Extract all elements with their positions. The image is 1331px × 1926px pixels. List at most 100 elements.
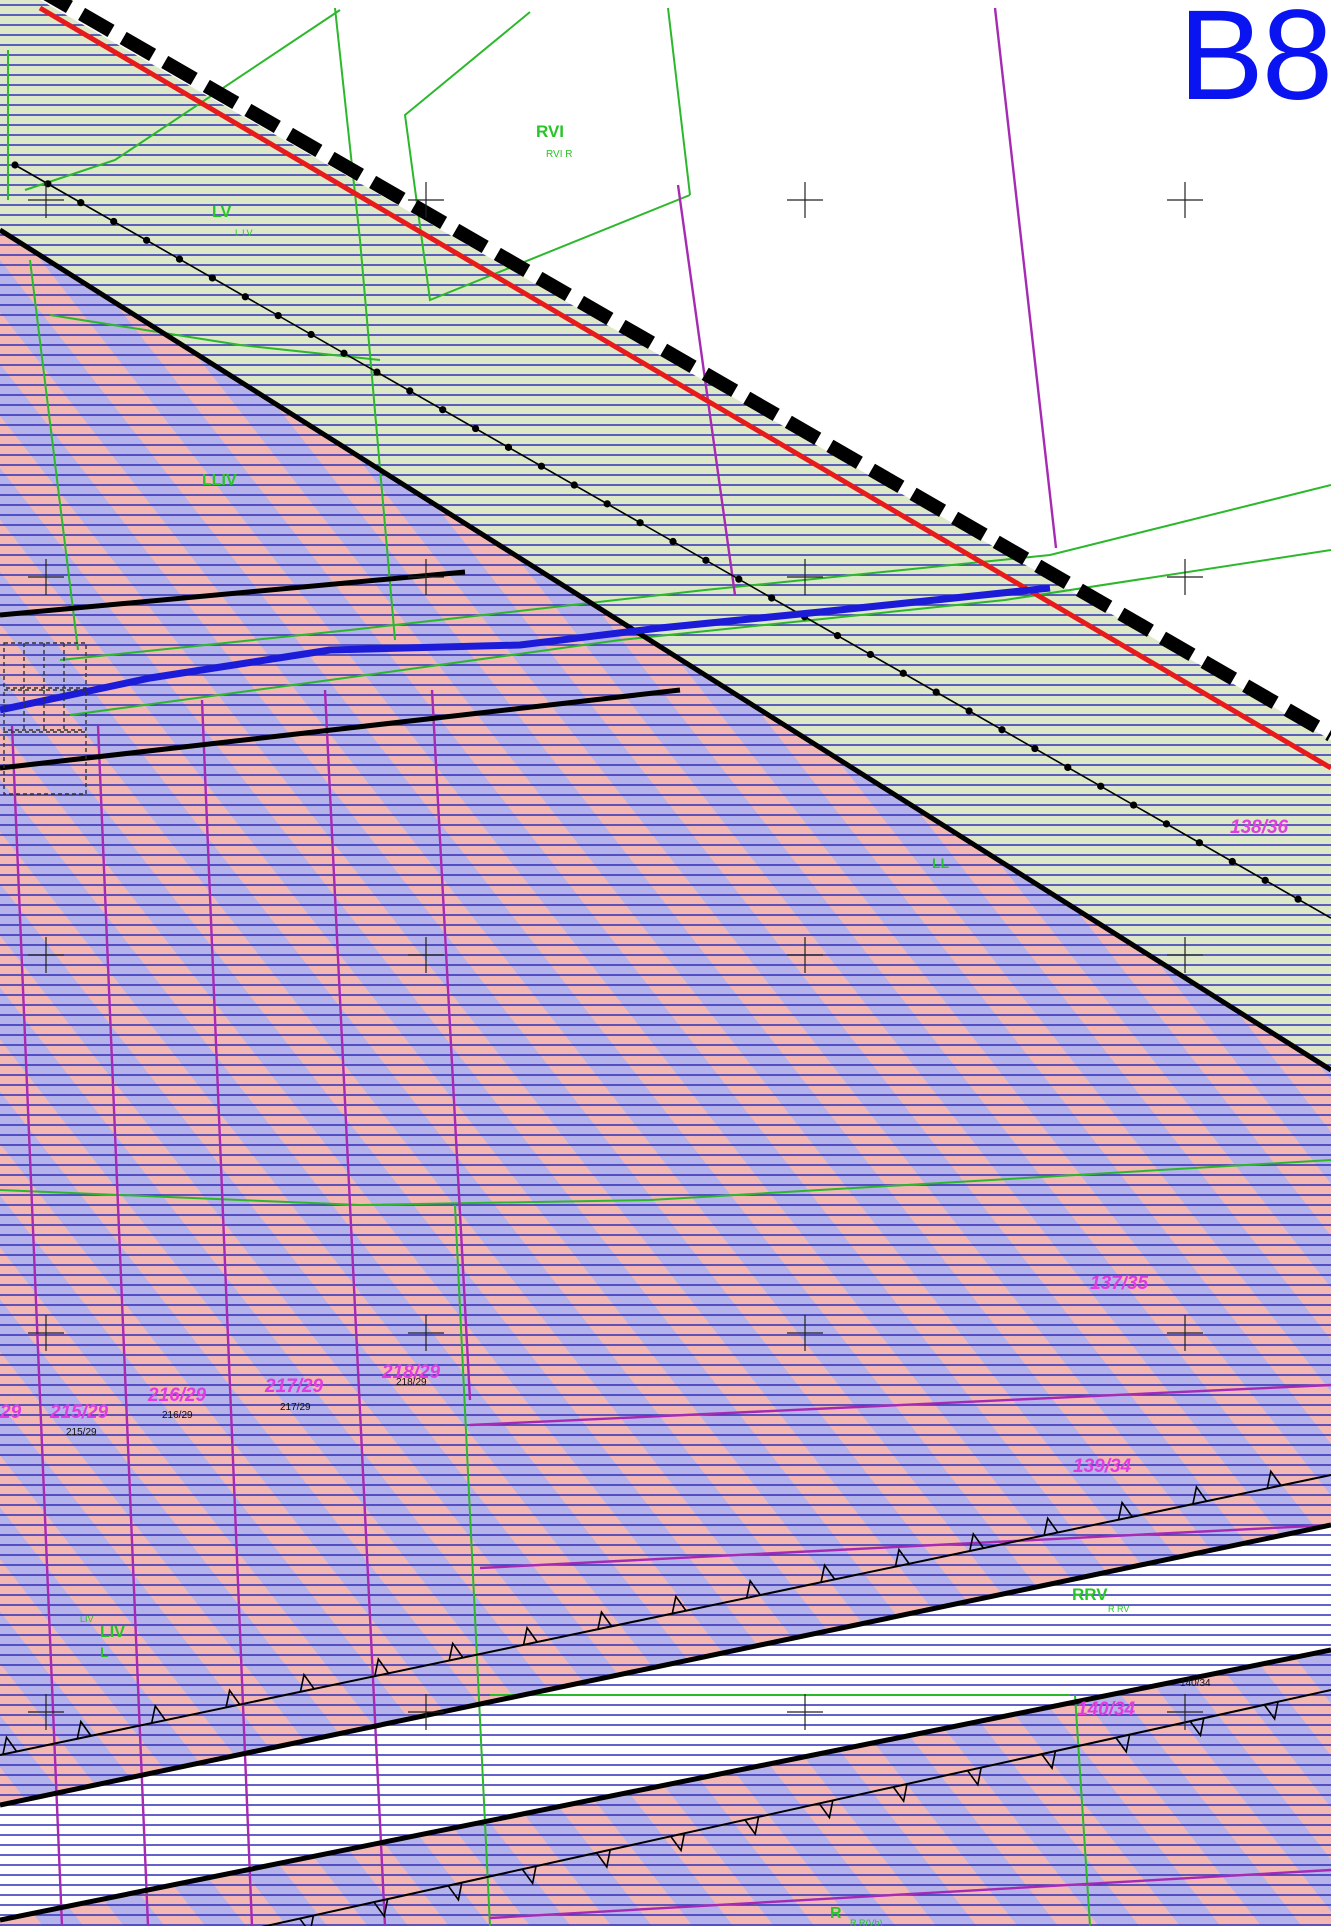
embankment-tick — [76, 1719, 92, 1739]
parcel-label-216-29: 216/29 — [147, 1385, 207, 1406]
embankment-tick — [1117, 1500, 1133, 1520]
line-dot — [110, 217, 118, 226]
soil-label-lv-small: L LV — [235, 228, 253, 238]
embankment-tick — [966, 1767, 982, 1787]
line-dot — [472, 424, 480, 433]
line-dot — [1162, 820, 1171, 828]
embankment-lines — [0, 1474, 1331, 1926]
embankment-tick — [595, 1849, 611, 1869]
embankment-tick — [1263, 1701, 1279, 1721]
soil-label-lliv: LLIV — [202, 472, 237, 489]
embankment-tick — [597, 1610, 613, 1630]
embankment-tick — [225, 1688, 241, 1708]
line-dot — [636, 519, 644, 527]
embankment-tick — [894, 1547, 910, 1567]
sheet-label: B8 — [1178, 0, 1331, 127]
embankment-tick — [299, 1915, 315, 1926]
line-dot — [340, 349, 348, 357]
soil-label-l: L — [100, 1644, 109, 1660]
line-dot — [208, 274, 216, 282]
line-dot — [373, 368, 381, 376]
embankment-tick — [968, 1531, 985, 1552]
line-dot — [899, 669, 907, 677]
line-dot — [439, 406, 447, 414]
line-dot — [603, 500, 611, 508]
soil-label-lv: LV — [212, 204, 232, 221]
line-dot — [537, 462, 546, 470]
line-dot — [965, 707, 973, 715]
embankment-tick — [299, 1672, 315, 1692]
line-dot — [1097, 782, 1105, 790]
left-structures — [3, 642, 87, 795]
line-dot — [1130, 801, 1138, 809]
line-dot — [866, 650, 875, 659]
parcel-label-edge-29: 29 — [0, 1402, 22, 1423]
soil-label-rvi: RVI — [536, 122, 564, 141]
embankment-tick — [522, 1625, 538, 1646]
embankment-ticks-upper — [2, 1469, 1282, 1755]
line-dot — [1064, 763, 1072, 772]
embankment-tick — [373, 1898, 389, 1919]
parcel-label-215-29-small: 215/29 — [66, 1427, 97, 1438]
map-labels: RVI RVI R LV L LV LLIV LL RRV R RV LIV L… — [0, 122, 1289, 1926]
embankment-tick — [671, 1594, 687, 1614]
line-dot — [1195, 839, 1203, 847]
soil-label-liv: LIV — [100, 1624, 125, 1641]
soil-label-r: R — [830, 1905, 842, 1922]
soil-label-liv-small: LIV — [80, 1614, 94, 1624]
line-dot — [274, 312, 282, 320]
soil-label-r-small: R R(Vb) — [850, 1918, 883, 1926]
parcel-label-140-34-small: 140/34 — [1180, 1678, 1211, 1689]
parcel-label-139-34: 139/34 — [1073, 1456, 1132, 1477]
embankment-tick — [670, 1833, 686, 1853]
embankment-tick — [1115, 1734, 1131, 1754]
line-dot — [143, 236, 151, 244]
line-dot — [833, 632, 842, 640]
embankment-tick — [892, 1783, 908, 1804]
embankment-tick — [447, 1882, 463, 1902]
embankment-tick — [818, 1800, 834, 1820]
blue-polyline — [0, 584, 1051, 714]
parcel-boundaries — [10, 7, 1331, 1926]
embankment-tick — [1192, 1485, 1208, 1505]
embankment-tick — [1266, 1469, 1282, 1489]
line-dot — [570, 481, 578, 489]
parcel-label-217-29-small: 217/29 — [280, 1402, 311, 1413]
parcel-label-218-29: 218/29 — [381, 1362, 441, 1383]
line-dot — [241, 293, 249, 301]
line-dot — [77, 199, 85, 207]
red-cut-line — [38, 5, 1331, 771]
embankment-ticks-lower — [299, 1701, 1279, 1926]
line-dot — [1031, 744, 1039, 753]
line-dot — [1228, 857, 1236, 866]
soil-boundaries — [0, 7, 1331, 1926]
line-dot — [504, 443, 513, 451]
line-dot — [44, 180, 52, 188]
line-dot — [702, 556, 710, 564]
embankment-tick — [744, 1816, 760, 1836]
parcel-label-216-29-small: 216/29 — [162, 1410, 193, 1421]
embankment-tick — [1041, 1750, 1057, 1771]
parcel-label-138-36: 138/36 — [1230, 817, 1289, 838]
embankment-tick — [1043, 1516, 1059, 1536]
parcel-label-218-29-small: 218/29 — [396, 1377, 427, 1388]
soil-label-ll: LL — [932, 855, 950, 871]
line-dot — [735, 575, 743, 583]
line-dot — [932, 688, 940, 696]
soil-label-rvi-small: RVI R — [546, 149, 573, 160]
parcel-label-217-29: 217/29 — [264, 1376, 324, 1397]
line-dot — [1261, 876, 1269, 884]
line-dot — [1294, 895, 1302, 903]
parcel-label-137-35: 137/35 — [1090, 1273, 1149, 1294]
embankment-tick — [1189, 1718, 1205, 1738]
soil-label-rrv: RRV — [1072, 1585, 1108, 1604]
line-dot — [768, 594, 776, 602]
dashed-boundary-line — [43, 0, 1331, 742]
embankment-tick — [820, 1563, 836, 1583]
line-dot — [11, 161, 19, 169]
parcel-label-215-29: 215/29 — [49, 1402, 109, 1423]
embankment-tick — [745, 1578, 762, 1599]
embankment-tick — [374, 1657, 390, 1677]
line-dot — [669, 537, 677, 546]
